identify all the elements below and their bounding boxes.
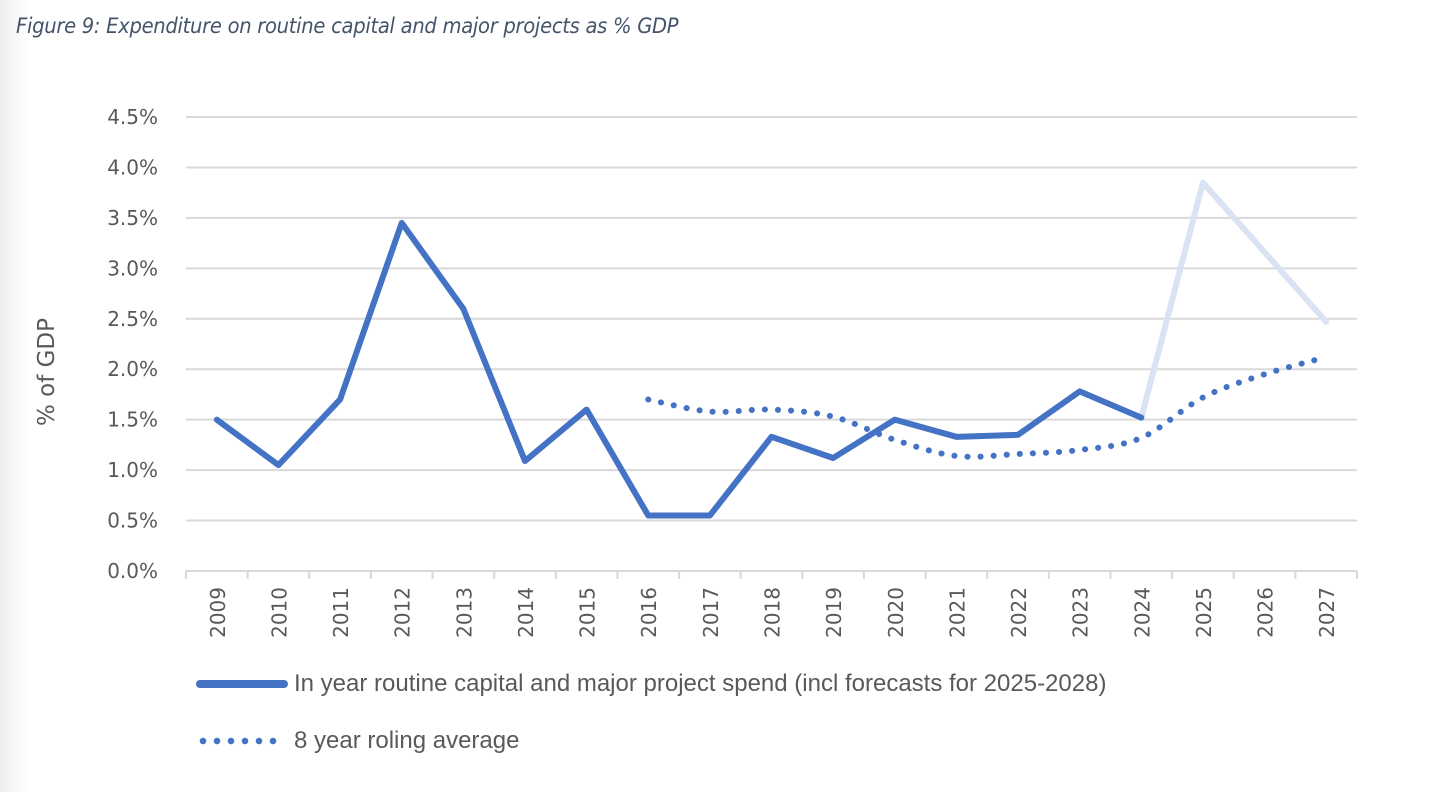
x-tick-label: 2020 [884,587,908,638]
x-tick-label: 2022 [1007,587,1031,638]
rolling-average-data-point [707,409,713,415]
series-rolling-average-line [645,354,1330,460]
gridlines [186,116,1357,522]
series-spend-forecast-line [1138,179,1330,421]
spend-data-point [707,513,713,519]
y-tick-label: 2.0% [107,357,158,381]
x-tick-label: 2017 [699,587,723,638]
rolling-average-data-point [830,414,836,420]
y-tick-label: 0.5% [107,509,158,533]
spend-data-point [1015,432,1021,438]
x-tick-label: 2024 [1130,587,1154,638]
spend-data-point [337,396,343,402]
spend-data-point [399,220,405,226]
rolling-average-data-point [1077,447,1083,453]
x-tick-label: 2018 [761,587,785,638]
y-tick-label: 2.5% [107,307,158,331]
x-tick-label: 2019 [822,587,846,638]
x-tick-label: 2010 [267,587,291,638]
legend-dotted-line-icon [196,737,280,745]
spend-data-point [1077,388,1083,394]
x-axis [185,570,1358,579]
spend-data-point [522,458,528,464]
series-group [213,179,1330,519]
figure-title: Figure 9: Expenditure on routine capital… [16,14,679,38]
x-tick-label: 2027 [1315,587,1339,638]
rolling-average-data-point [1138,435,1144,441]
spend-data-point [460,306,466,312]
x-tick-label: 2015 [576,587,600,638]
x-tick-label: 2021 [945,587,969,638]
y-tick-label: 0.0% [107,559,158,583]
x-tick-label: 2025 [1192,587,1216,638]
x-tick-label: 2012 [391,587,415,638]
legend-solid-line-icon [196,680,288,688]
rolling-average-data-point [1015,451,1021,457]
y-axis-label: % of GDP [34,318,60,426]
spend-data-point [892,417,898,423]
rolling-average-data-point [1323,354,1329,360]
spend-data-point [584,407,590,413]
y-tick-label: 4.0% [107,155,158,179]
spend-data-point [275,462,281,468]
x-tick-label: 2013 [452,587,476,638]
legend-item-rolling-average: 8 year roling average [196,727,519,755]
spend-data-point [953,434,959,440]
y-tick-label: 3.0% [107,256,158,280]
spend-data-point [830,455,836,461]
legend-label-rolling-average: 8 year roling average [294,727,520,754]
rolling-average-data-point [892,437,898,443]
x-tick-label: 2011 [329,587,353,638]
legend-label-spend: In year routine capital and major projec… [294,670,1107,697]
x-tick-label: 2026 [1254,587,1278,638]
x-tick-label: 2023 [1069,587,1093,638]
spend-data-point [769,434,775,440]
y-tick-label: 4.5% [107,105,158,129]
y-tick-label: 1.5% [107,408,158,432]
spend-data-point [214,417,220,423]
spend-data-point [645,513,651,519]
rolling-average-data-point [1200,394,1206,400]
x-axis-tick-labels: 2009 2010 2011 2012 2013 2014 2015 2016 2017 2018… [206,587,1339,638]
rolling-average-data-point [953,453,959,459]
x-tick-label: 2014 [514,587,538,638]
y-tick-label: 3.5% [107,206,158,230]
series-spend-line [213,219,1145,519]
x-tick-label: 2016 [637,587,661,638]
spend-data-point [1200,180,1206,186]
y-tick-label: 1.0% [107,458,158,482]
y-axis-tick-labels: 0.0% 0.5% 1.0% 1.5% 2.0% 2.5% 3.0% 3.5% 4.0% 4.5% [107,105,158,583]
rolling-average-data-point [769,407,775,413]
x-tick-label: 2009 [206,587,230,638]
spend-data-point [1323,319,1329,325]
rolling-average-data-point [1262,371,1268,377]
legend-item-spend: In year routine capital and major projec… [196,670,1106,698]
spend-data-point [1262,249,1268,255]
rolling-average-data-point [645,396,651,402]
spend-data-point [1138,415,1144,421]
